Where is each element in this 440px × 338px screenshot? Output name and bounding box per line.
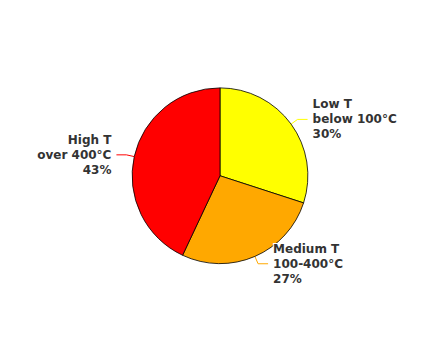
svg-text:30%: 30%	[313, 127, 342, 141]
svg-text:High T: High T	[68, 133, 112, 147]
svg-text:below 100°C: below 100°C	[313, 112, 397, 126]
svg-text:over 400°C: over 400°C	[37, 148, 111, 162]
svg-text:100-400°C: 100-400°C	[273, 257, 343, 271]
svg-text:43%: 43%	[83, 163, 112, 177]
svg-text:Low T: Low T	[313, 97, 353, 111]
svg-text:Medium T: Medium T	[273, 242, 340, 256]
svg-text:27%: 27%	[273, 272, 302, 286]
